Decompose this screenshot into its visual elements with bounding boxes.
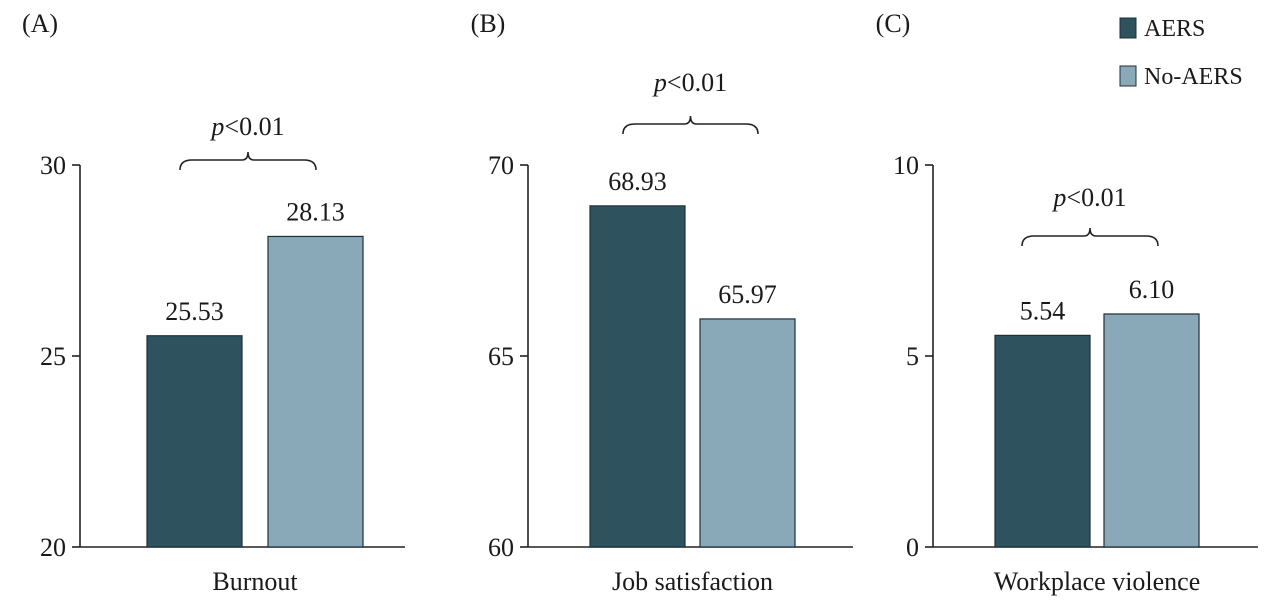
data-label: 5.54	[1020, 296, 1066, 325]
significance-bracket	[1021, 227, 1159, 247]
p-symbol: p	[209, 112, 224, 141]
y-tick-label: 5	[906, 342, 919, 371]
p-threshold: <0.01	[1066, 183, 1126, 212]
significance-annotation: p<0.01	[652, 68, 727, 97]
significance-annotation: p<0.01	[209, 112, 284, 141]
y-tick-label: 20	[40, 533, 66, 562]
data-label: 28.13	[286, 197, 345, 226]
significance-bracket	[622, 115, 759, 135]
bar-no-aers	[1103, 313, 1200, 548]
y-tick-label: 10	[893, 151, 919, 180]
y-tick-label: 0	[906, 533, 919, 562]
legend-swatch-aers	[1119, 17, 1137, 39]
legend-label: AERS	[1144, 16, 1205, 42]
p-threshold: <0.01	[667, 68, 727, 97]
panel-label: (B)	[471, 9, 506, 38]
panel-label: (A)	[22, 9, 58, 38]
y-tick-label: 60	[488, 533, 514, 562]
y-tick-label: 65	[488, 342, 514, 371]
y-tick-label: 30	[40, 151, 66, 180]
y-tick-label: 25	[40, 342, 66, 371]
legend-swatch-no-aers	[1119, 65, 1137, 87]
significance-annotation: p<0.01	[1051, 183, 1126, 212]
bar-aers	[589, 205, 686, 548]
x-category-label: Workplace violence	[994, 567, 1201, 596]
p-symbol: p	[652, 68, 667, 97]
x-category-label: Job satisfaction	[612, 567, 773, 596]
bar-no-aers	[267, 235, 364, 548]
legend-label: No-AERS	[1144, 64, 1243, 90]
bar-aers	[146, 335, 243, 548]
x-category-label: Burnout	[212, 567, 298, 596]
significance-bracket	[179, 151, 317, 171]
p-symbol: p	[1051, 183, 1066, 212]
data-label: 68.93	[608, 167, 667, 196]
bar-no-aers	[699, 318, 796, 548]
panel-label: (C)	[876, 9, 911, 38]
p-threshold: <0.01	[224, 112, 284, 141]
y-tick-label: 70	[488, 151, 514, 180]
data-label: 65.97	[718, 280, 777, 309]
bar-aers	[994, 334, 1091, 548]
data-label: 6.10	[1129, 275, 1175, 304]
data-label: 25.53	[165, 297, 224, 326]
